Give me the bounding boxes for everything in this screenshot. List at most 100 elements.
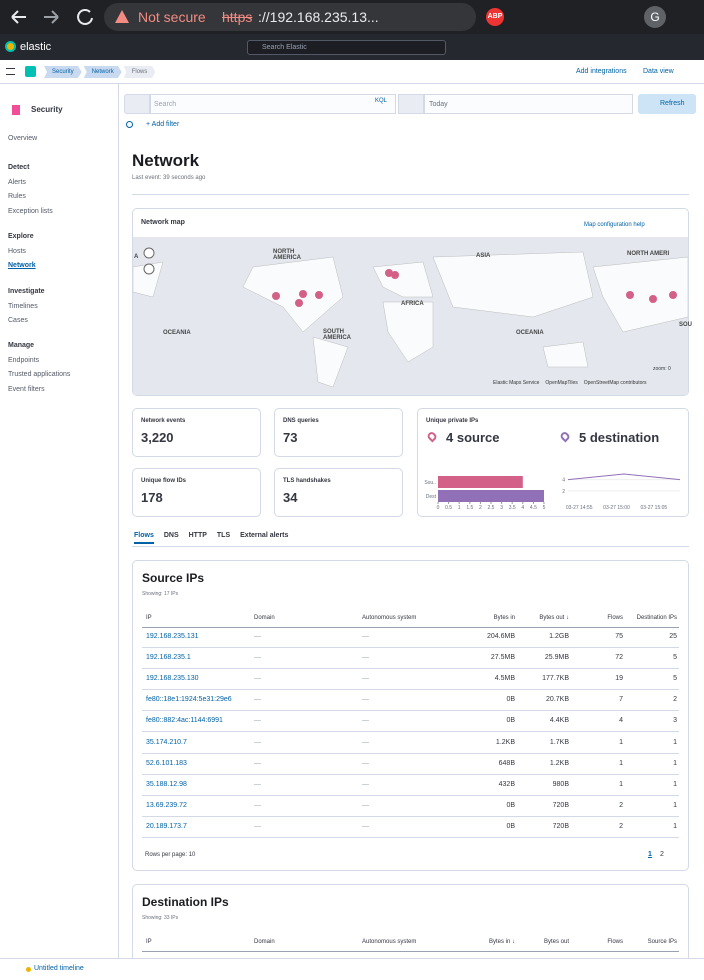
cell: 1 <box>619 738 623 746</box>
search[interactable]: Search Elastic <box>247 40 446 55</box>
column-header[interactable]: Destination IPs <box>636 615 677 621</box>
cell: 5 <box>673 675 677 683</box>
menu[interactable] <box>6 68 15 75</box>
filter-icon[interactable] <box>126 121 133 128</box>
tab[interactable]: TLS <box>216 532 231 539</box>
nav-item[interactable]: Endpoints <box>8 357 40 365</box>
page-2[interactable]: 2 <box>660 851 664 858</box>
kql[interactable]: KQL <box>375 98 388 104</box>
cell: — <box>362 801 369 809</box>
nav-item[interactable]: Hosts <box>8 247 26 255</box>
nav-item[interactable]: Exception lists <box>8 207 53 215</box>
column-header[interactable]: Flows <box>607 615 623 621</box>
x-tick-label: 03-27 15:05 <box>641 505 668 511</box>
ip-link[interactable]: 35.174.210.7 <box>146 738 187 746</box>
column-header[interactable]: Bytes in <box>493 615 515 621</box>
tab-line <box>132 546 689 547</box>
source-icon <box>425 430 439 443</box>
column-header[interactable]: Bytes in ↓ <box>488 939 515 945</box>
x-tick-label: 4 <box>521 505 524 511</box>
breadcrumb: Flows <box>123 66 156 78</box>
cell: 1.7KB <box>549 738 569 746</box>
breadcrumb[interactable]: Security <box>44 66 82 78</box>
column-header[interactable]: IP <box>146 939 152 945</box>
cell: 1.2KB <box>549 759 569 767</box>
add-filter[interactable]: + Add filter <box>146 121 180 128</box>
space[interactable] <box>25 66 36 77</box>
ip-link[interactable]: 35.188.12.98 <box>146 780 187 788</box>
x-tick-label: 1 <box>458 505 461 511</box>
x-tick-label: 03-27 14:55 <box>566 505 593 511</box>
tab[interactable]: External alerts <box>240 532 289 539</box>
nav-item[interactable]: Network <box>8 262 36 270</box>
header-line <box>142 951 679 952</box>
cell: 432B <box>498 780 515 788</box>
nav-item[interactable]: Trusted applications <box>8 371 71 379</box>
ip-link[interactable]: 52.6.101.183 <box>146 759 187 767</box>
x-tick-label: 2.5 <box>488 505 495 511</box>
search-input[interactable]: Search <box>150 94 396 114</box>
add-integrations[interactable]: Add integrations <box>576 68 627 75</box>
ip-link[interactable]: 13.69.239.72 <box>146 801 187 809</box>
data-view[interactable]: Data view <box>643 68 674 75</box>
timeline[interactable]: Untitled timeline <box>34 965 84 972</box>
cell: 0B <box>506 717 515 725</box>
ip-link[interactable]: fe80::18e1:1924:5e31:29e6 <box>146 696 232 704</box>
map-help[interactable]: Map configuration help <box>584 222 645 228</box>
timeline-bar: Untitled timeline <box>0 958 704 980</box>
cell: 1.2GB <box>549 633 569 640</box>
column-header[interactable]: Source IPs <box>647 939 677 945</box>
nav-icons[interactable] <box>8 7 98 27</box>
avatar[interactable]: G <box>644 6 666 28</box>
ip-link[interactable]: 192.168.235.1 <box>146 654 191 662</box>
column-header[interactable]: Domain <box>254 939 275 945</box>
row-line <box>142 752 679 754</box>
nav-group: Investigate <box>8 287 45 295</box>
nav-item[interactable]: Rules <box>8 193 26 201</box>
date-picker[interactable] <box>398 94 424 114</box>
rows-per-page[interactable]: Rows per page: 10 <box>145 852 196 858</box>
column-header[interactable]: Bytes out ↓ <box>539 615 569 621</box>
nav-item[interactable]: Alerts <box>8 179 26 186</box>
browser-bar: Not secure https ://192.168.235.13... AB… <box>0 0 704 34</box>
breadcrumbs: Security Network Flows <box>44 66 156 78</box>
saved-query[interactable] <box>124 94 150 114</box>
nav-item[interactable]: Event filters <box>8 385 45 393</box>
row-line <box>142 794 679 796</box>
attribution-link[interactable]: Elastic Maps Service <box>493 380 540 386</box>
ip-link[interactable]: 192.168.235.131 <box>146 633 199 640</box>
kpi-panel: TLS handshakes 34 <box>274 468 403 517</box>
ip-link[interactable]: 20.189.173.7 <box>146 822 187 830</box>
column-header[interactable]: Bytes out <box>543 939 569 945</box>
cell: — <box>362 654 369 662</box>
extension[interactable]: ABP <box>486 8 504 26</box>
ip-link[interactable]: fe80::882:4ac:1144:6991 <box>146 717 223 725</box>
nav-item[interactable]: Timelines <box>8 302 38 310</box>
attribution-link[interactable]: OpenStreetMap contributors <box>583 380 647 386</box>
map[interactable] <box>133 237 688 395</box>
page-1[interactable]: 1 <box>648 851 652 858</box>
refresh[interactable]: Refresh <box>638 94 696 114</box>
tab[interactable]: Flows <box>134 532 154 544</box>
kpi-panel: Unique flow IDs 178 <box>132 468 261 517</box>
url-field[interactable] <box>104 3 476 31</box>
column-header[interactable]: Domain <box>254 615 275 621</box>
ip-link[interactable]: 192.168.235.130 <box>146 675 199 683</box>
nav-group: Explore <box>8 232 34 240</box>
column-header[interactable]: IP <box>146 615 152 621</box>
map-label: A <box>134 254 139 260</box>
date[interactable]: Today <box>424 94 633 114</box>
column-header[interactable]: Autonomous system <box>362 939 417 945</box>
attribution-link[interactable]: OpenMapTiles <box>545 380 578 386</box>
tab[interactable]: HTTP <box>188 532 207 539</box>
column-header[interactable]: Flows <box>607 939 623 945</box>
cell: 25 <box>669 633 677 640</box>
cell: 1 <box>619 780 623 788</box>
cell: 1 <box>673 759 677 767</box>
nav-item[interactable]: Cases <box>8 316 28 324</box>
breadcrumb[interactable]: Network <box>83 66 122 78</box>
cell: 4.5MB <box>494 675 515 683</box>
tab[interactable]: DNS <box>163 532 179 539</box>
column-header[interactable]: Autonomous system <box>362 615 417 621</box>
nav-item[interactable]: Overview <box>8 135 38 142</box>
